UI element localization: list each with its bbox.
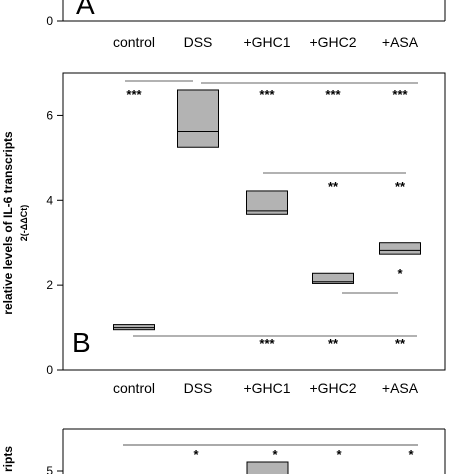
panel-b-frame — [62, 72, 446, 371]
panel-c-sig-0: * — [193, 447, 199, 462]
panel-b-y-tick-label-4: 4 — [46, 193, 53, 207]
panel-b-category-label-ghc1: +GHC1 — [243, 380, 290, 396]
panel-c-sig-2: * — [336, 447, 342, 462]
panel-a-category-label-ghc2: +GHC2 — [309, 34, 356, 50]
panel-b-sig-vs-control-top-ghc2: *** — [325, 87, 341, 102]
panel-b-category-label-asa: +ASA — [382, 380, 419, 396]
panel-c-ylabel: ripts — [1, 446, 15, 472]
panel-a-category-label-dss: DSS — [184, 34, 213, 50]
panel-b-category-labels: control DSS +GHC1 +GHC2 +ASA — [113, 380, 419, 396]
panel-b-y-tick-label-2: 2 — [46, 278, 53, 292]
panel-b-category-label-control: control — [113, 380, 155, 396]
panel-c-sig-3: * — [408, 447, 414, 462]
panel-b-boxes — [113, 89, 421, 331]
panel-b-sig-vs-control-top-asa: *** — [392, 87, 408, 102]
panel-b-sig-vs-ghc1-ghc2: ** — [328, 179, 339, 194]
panel-b-ylabel-sup: 2(-ΔΔCt) — [19, 205, 29, 241]
panel-b-box-ghc2 — [312, 272, 354, 284]
panel-a: 0 A control DSS +GHC1 +GHC2 +ASA — [46, 0, 446, 50]
panel-a-category-label-ghc1: +GHC1 — [243, 34, 290, 50]
panel-b-ylabel: relative levels of IL-6 transcripts — [1, 131, 15, 315]
panel-c-box-ghc1 — [246, 461, 289, 474]
panel-b-sig-vs-control-bottom-ghc2: ** — [328, 336, 339, 351]
panel-b-sig-vs-control-top-control: *** — [126, 87, 142, 102]
panel-b-y-axis: 0 2 4 6 — [46, 108, 63, 377]
panel-a-tick-label-0: 0 — [46, 14, 53, 28]
panel-b-category-label-ghc2: +GHC2 — [309, 380, 356, 396]
panel-a-category-label-asa: +ASA — [382, 34, 419, 50]
panel-b-sig-vs-control-bottom-asa: ** — [395, 336, 406, 351]
panel-c-tick-label-5: 5 — [46, 464, 53, 474]
panel-b-y-tick-label-6: 6 — [46, 108, 53, 122]
panel-c-sig-1: * — [272, 447, 278, 462]
panel-a-category-labels: control DSS +GHC1 +GHC2 +ASA — [113, 34, 419, 50]
panel-b-significance: *** *** *** ***** ****** ** ** — [125, 80, 418, 351]
panel-c: 5 ripts * * * * — [1, 428, 446, 474]
panel-b-letter: B — [72, 327, 91, 358]
panel-a-letter: A — [76, 0, 95, 20]
panel-c-significance: * * * * — [193, 447, 414, 462]
panel-a-category-label-control: control — [113, 34, 155, 50]
panel-b-box-ghc1 — [246, 190, 288, 215]
panel-b-y-tick-label-0: 0 — [46, 363, 53, 377]
panel-b-box-dss — [177, 89, 219, 148]
panel-b-sig-vs-ghc1-asa: ** — [395, 179, 406, 194]
panel-b-box-asa — [379, 242, 421, 255]
panel-b-sig-vs-ghc2-asa: * — [397, 266, 403, 281]
panel-b-sig-vs-control-bottom-ghc1: *** — [259, 336, 275, 351]
panel-b-sig-vs-control-top-ghc1: *** — [259, 87, 275, 102]
panel-b-category-label-dss: DSS — [184, 380, 213, 396]
